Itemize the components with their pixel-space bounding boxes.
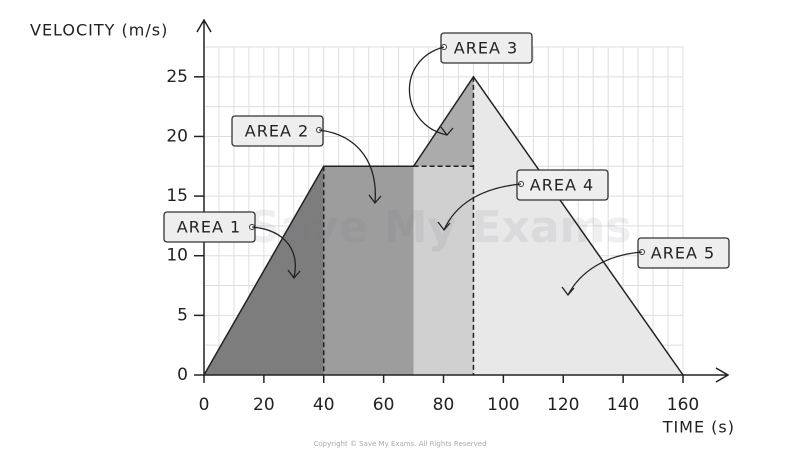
area-region xyxy=(323,166,414,375)
tag-arrow xyxy=(443,183,522,231)
tag-label: AREA 3 xyxy=(454,39,518,58)
y-tick-label: 25 xyxy=(166,67,188,87)
tag-arrow xyxy=(251,226,296,279)
y-axis xyxy=(196,18,212,375)
x-tick-label: 80 xyxy=(433,395,455,415)
y-tick-label: 15 xyxy=(166,186,188,206)
tag-arrow xyxy=(318,129,376,204)
tag-arrow xyxy=(408,46,448,136)
x-tick-label: 140 xyxy=(607,395,639,415)
x-axis xyxy=(204,367,730,383)
area-tag: AREA 1 xyxy=(163,211,301,280)
tag-label: AREA 5 xyxy=(651,244,715,263)
tag-label: AREA 1 xyxy=(177,218,241,237)
y-axis-label: VELOCITY (m/s) xyxy=(30,21,168,40)
tag-arrow xyxy=(567,251,643,296)
area-tag: AREA 4 xyxy=(437,169,609,232)
arrow-head xyxy=(437,221,451,232)
x-tick-label: 160 xyxy=(667,395,699,415)
y-tick-label: 0 xyxy=(177,365,188,385)
x-tick-label: 0 xyxy=(199,395,210,415)
y-tick-label: 5 xyxy=(177,305,188,325)
arrow-head xyxy=(287,269,301,280)
area-region xyxy=(413,166,474,375)
x-tick-label: 60 xyxy=(373,395,395,415)
x-tick-label: 100 xyxy=(487,395,519,415)
area-tag: AREA 3 xyxy=(408,32,533,137)
x-axis-label: TIME (s) xyxy=(662,418,735,437)
tag-label: AREA 4 xyxy=(530,176,594,195)
y-tick-label: 10 xyxy=(166,246,188,266)
x-tick-label: 20 xyxy=(253,395,275,415)
area-tag: AREA 5 xyxy=(561,237,730,297)
x-tick-label: 40 xyxy=(313,395,335,415)
tag-label: AREA 2 xyxy=(245,122,309,141)
area-tag: AREA 2 xyxy=(231,115,382,205)
watermark: Save My Exams xyxy=(248,202,631,253)
arrow-head xyxy=(440,126,454,137)
y-tick-label: 20 xyxy=(166,126,188,146)
arrow-head xyxy=(368,194,382,205)
arrow-head xyxy=(561,286,575,297)
x-tick-label: 120 xyxy=(547,395,579,415)
copyright: Copyright © Save My Exams. All Rights Re… xyxy=(313,440,486,448)
